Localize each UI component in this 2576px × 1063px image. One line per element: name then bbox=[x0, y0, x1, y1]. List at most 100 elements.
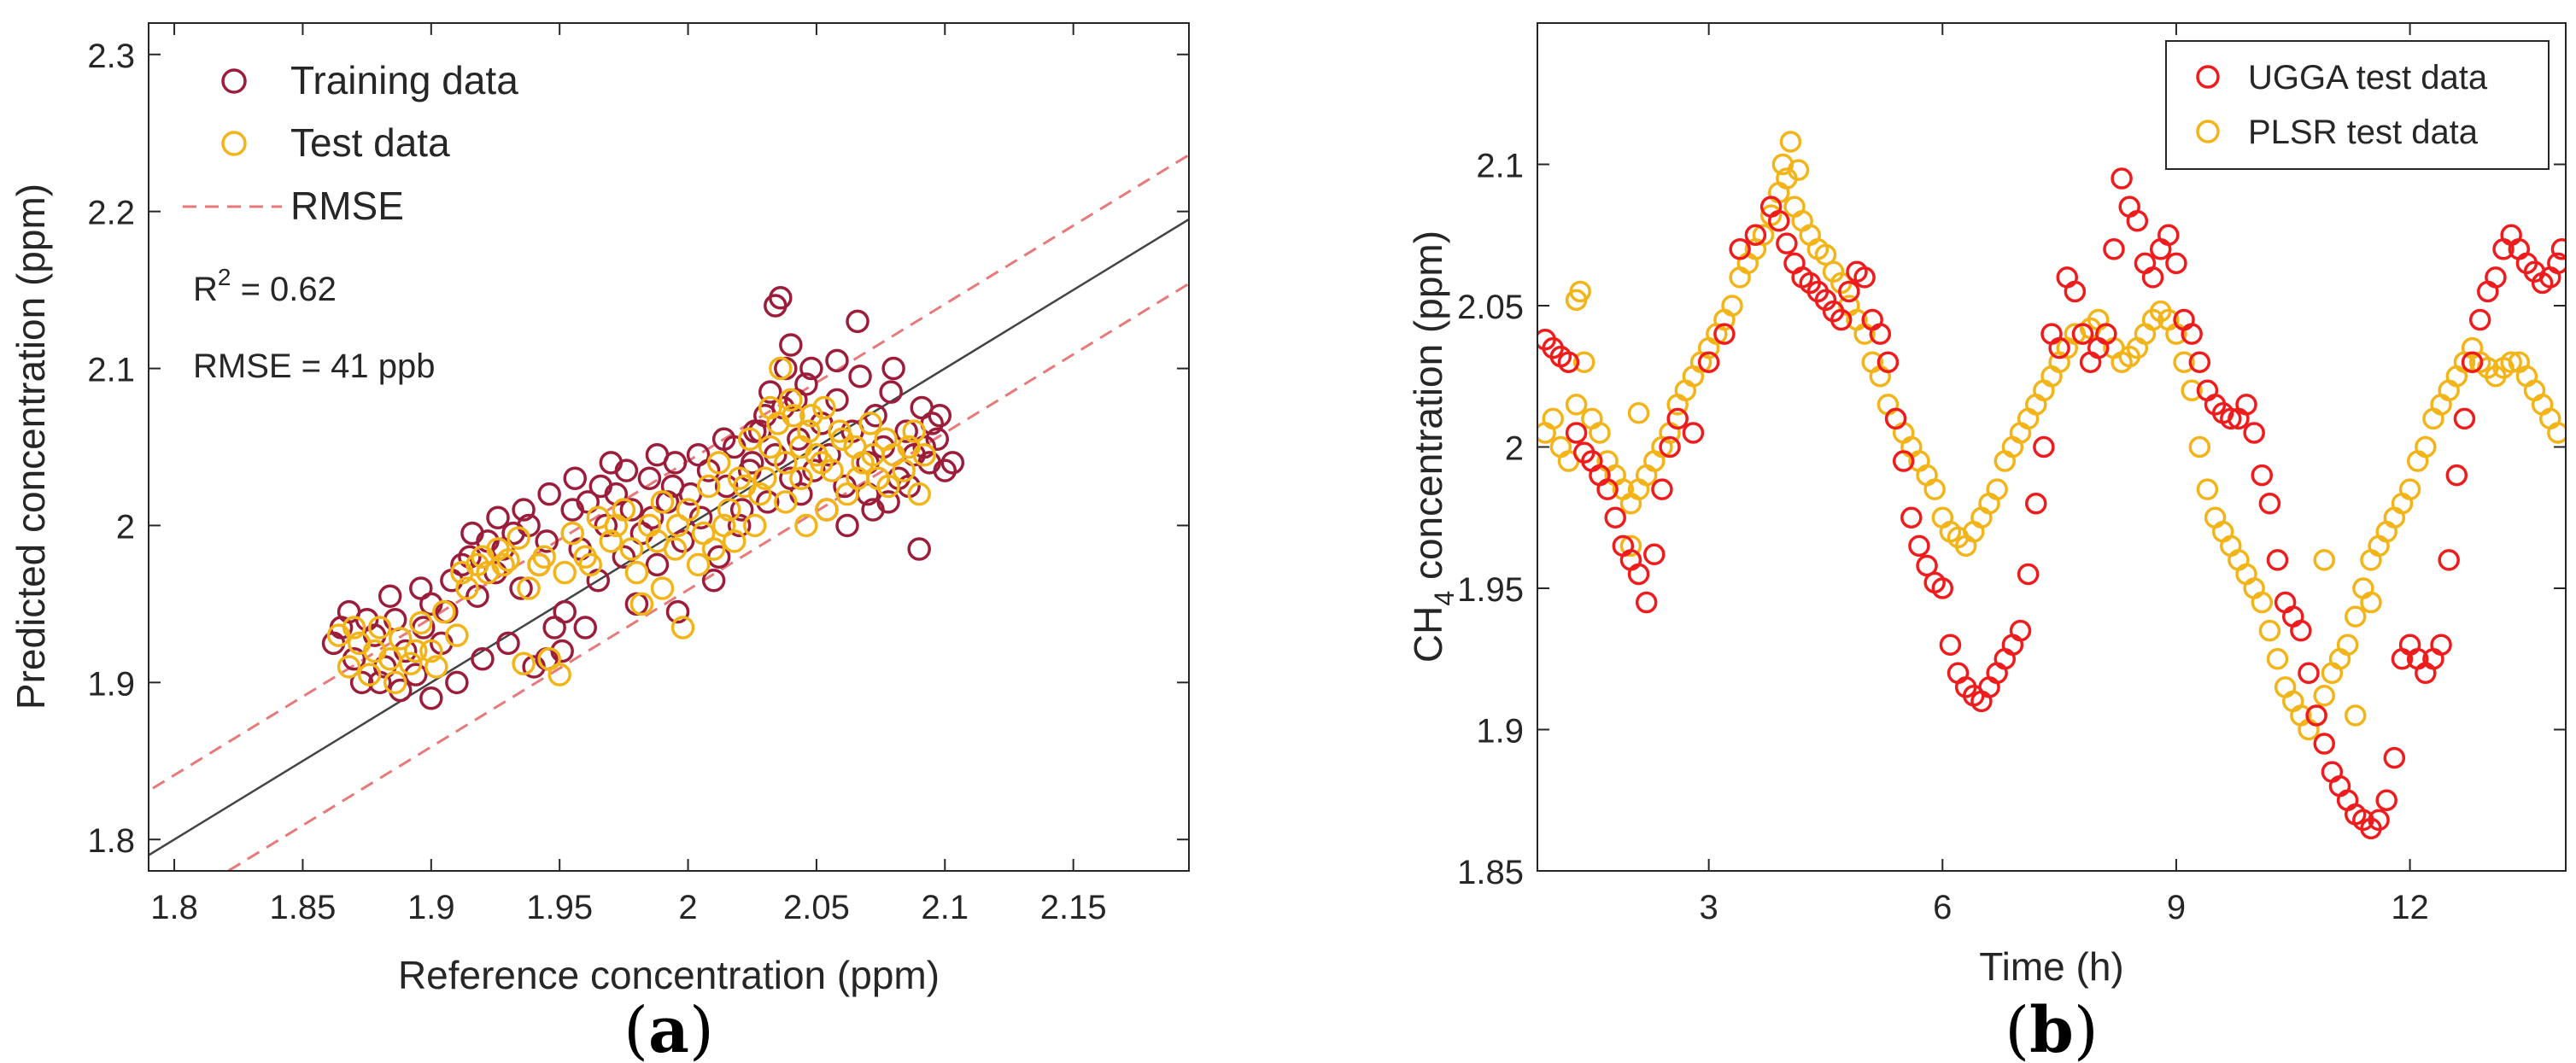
test-point bbox=[769, 356, 793, 381]
training-point bbox=[471, 647, 495, 671]
plsr-point bbox=[2500, 351, 2522, 373]
legend-label-training: Training data bbox=[290, 58, 518, 102]
chart-b-ytick-label: 1.9 bbox=[1476, 713, 1524, 751]
training-point bbox=[825, 388, 849, 412]
ugga-point bbox=[2064, 280, 2087, 303]
plsr-point bbox=[1779, 131, 1802, 153]
chart-b-ylabel: CH4 concentration (ppm) bbox=[1406, 231, 1460, 663]
test-point bbox=[419, 639, 443, 663]
test-point bbox=[779, 388, 803, 412]
ugga-point bbox=[2258, 492, 2281, 515]
test-point bbox=[629, 592, 654, 616]
test-point bbox=[388, 627, 413, 651]
ugga-point bbox=[2220, 407, 2242, 430]
training-point bbox=[881, 356, 905, 381]
test-point bbox=[342, 616, 366, 640]
ugga-point bbox=[2141, 266, 2164, 289]
plsr-point bbox=[2360, 591, 2382, 614]
training-point bbox=[509, 576, 533, 600]
test-point bbox=[619, 537, 644, 561]
test-point bbox=[815, 498, 839, 522]
training-point bbox=[758, 380, 782, 404]
legend-label-ugga: UGGA test data bbox=[2248, 59, 2488, 96]
ugga-point bbox=[2453, 407, 2476, 430]
test-point bbox=[665, 513, 690, 538]
training-point bbox=[846, 309, 869, 334]
plsr-point bbox=[2173, 351, 2195, 373]
test-point bbox=[650, 490, 675, 514]
training-point bbox=[688, 505, 713, 529]
plsr-point bbox=[2344, 605, 2367, 628]
training-point bbox=[537, 482, 561, 506]
ugga-point bbox=[1697, 351, 1720, 373]
ugga-point bbox=[1713, 323, 1736, 345]
test-point bbox=[367, 616, 392, 640]
test-point bbox=[399, 651, 423, 676]
test-point bbox=[491, 552, 515, 577]
chart-b-ytick-label: 1.95 bbox=[1457, 571, 1524, 609]
test-point bbox=[624, 560, 649, 585]
ugga-point bbox=[2181, 323, 2203, 345]
plsr-point bbox=[2547, 422, 2566, 444]
legend-marker-training bbox=[221, 68, 247, 94]
ugga-point bbox=[1659, 435, 1681, 458]
training-point bbox=[879, 380, 903, 404]
ugga-point bbox=[1908, 534, 1930, 558]
test-point bbox=[711, 513, 736, 538]
training-point bbox=[645, 442, 670, 467]
test-point bbox=[532, 545, 556, 569]
ugga-point bbox=[1900, 506, 1923, 529]
test-point bbox=[517, 576, 541, 600]
training-point bbox=[925, 427, 950, 452]
test-point bbox=[830, 427, 854, 452]
ugga-point bbox=[2033, 435, 2055, 458]
test-point bbox=[846, 466, 869, 491]
plsr-point bbox=[1542, 407, 1564, 430]
ugga-point bbox=[2025, 492, 2047, 515]
ugga-point bbox=[2430, 634, 2452, 656]
test-point bbox=[789, 466, 813, 491]
ugga-point bbox=[1884, 407, 1907, 430]
test-point bbox=[404, 639, 428, 663]
chart-b-ytick-label: 2 bbox=[1505, 430, 1524, 468]
ugga-point bbox=[1838, 280, 1860, 303]
ugga-point bbox=[2017, 563, 2040, 586]
ugga-point bbox=[1869, 323, 1892, 345]
ugga-point bbox=[1853, 266, 1876, 289]
plsr-point bbox=[1619, 534, 1642, 558]
ugga-point bbox=[1627, 563, 1650, 586]
training-point bbox=[573, 616, 598, 640]
legend-label-rmse: RMSE bbox=[290, 184, 404, 228]
plsr-point bbox=[1986, 478, 2008, 500]
chart-a-xtick-label: 1.8 bbox=[150, 889, 198, 926]
chart-a-xtick-label: 2 bbox=[678, 889, 697, 926]
training-point bbox=[645, 552, 670, 577]
test-point bbox=[645, 529, 670, 553]
training-point bbox=[779, 333, 803, 357]
test-point bbox=[553, 560, 577, 585]
training-point bbox=[450, 552, 474, 577]
training-point bbox=[612, 545, 636, 569]
test-point bbox=[599, 529, 624, 553]
training-point bbox=[817, 442, 841, 467]
plsr-point bbox=[2181, 379, 2203, 402]
training-point bbox=[419, 686, 443, 710]
test-point bbox=[383, 670, 407, 695]
test-point bbox=[794, 513, 818, 538]
test-point bbox=[782, 403, 805, 428]
training-point bbox=[729, 498, 754, 522]
legend-marker-ugga bbox=[2196, 65, 2220, 89]
test-point bbox=[696, 474, 721, 499]
training-point bbox=[409, 576, 433, 600]
ugga-point bbox=[2290, 619, 2312, 642]
chart-a-xtick-label: 1.95 bbox=[526, 889, 593, 926]
test-point bbox=[560, 521, 584, 546]
panel-label-b: (b) bbox=[2005, 994, 2099, 1063]
plsr-point bbox=[2196, 478, 2219, 500]
test-point bbox=[357, 663, 382, 686]
plsr-point bbox=[1589, 422, 1611, 444]
ugga-point bbox=[2468, 308, 2491, 331]
plsr-point bbox=[2251, 591, 2274, 614]
legend-label-test: Test data bbox=[290, 120, 450, 165]
